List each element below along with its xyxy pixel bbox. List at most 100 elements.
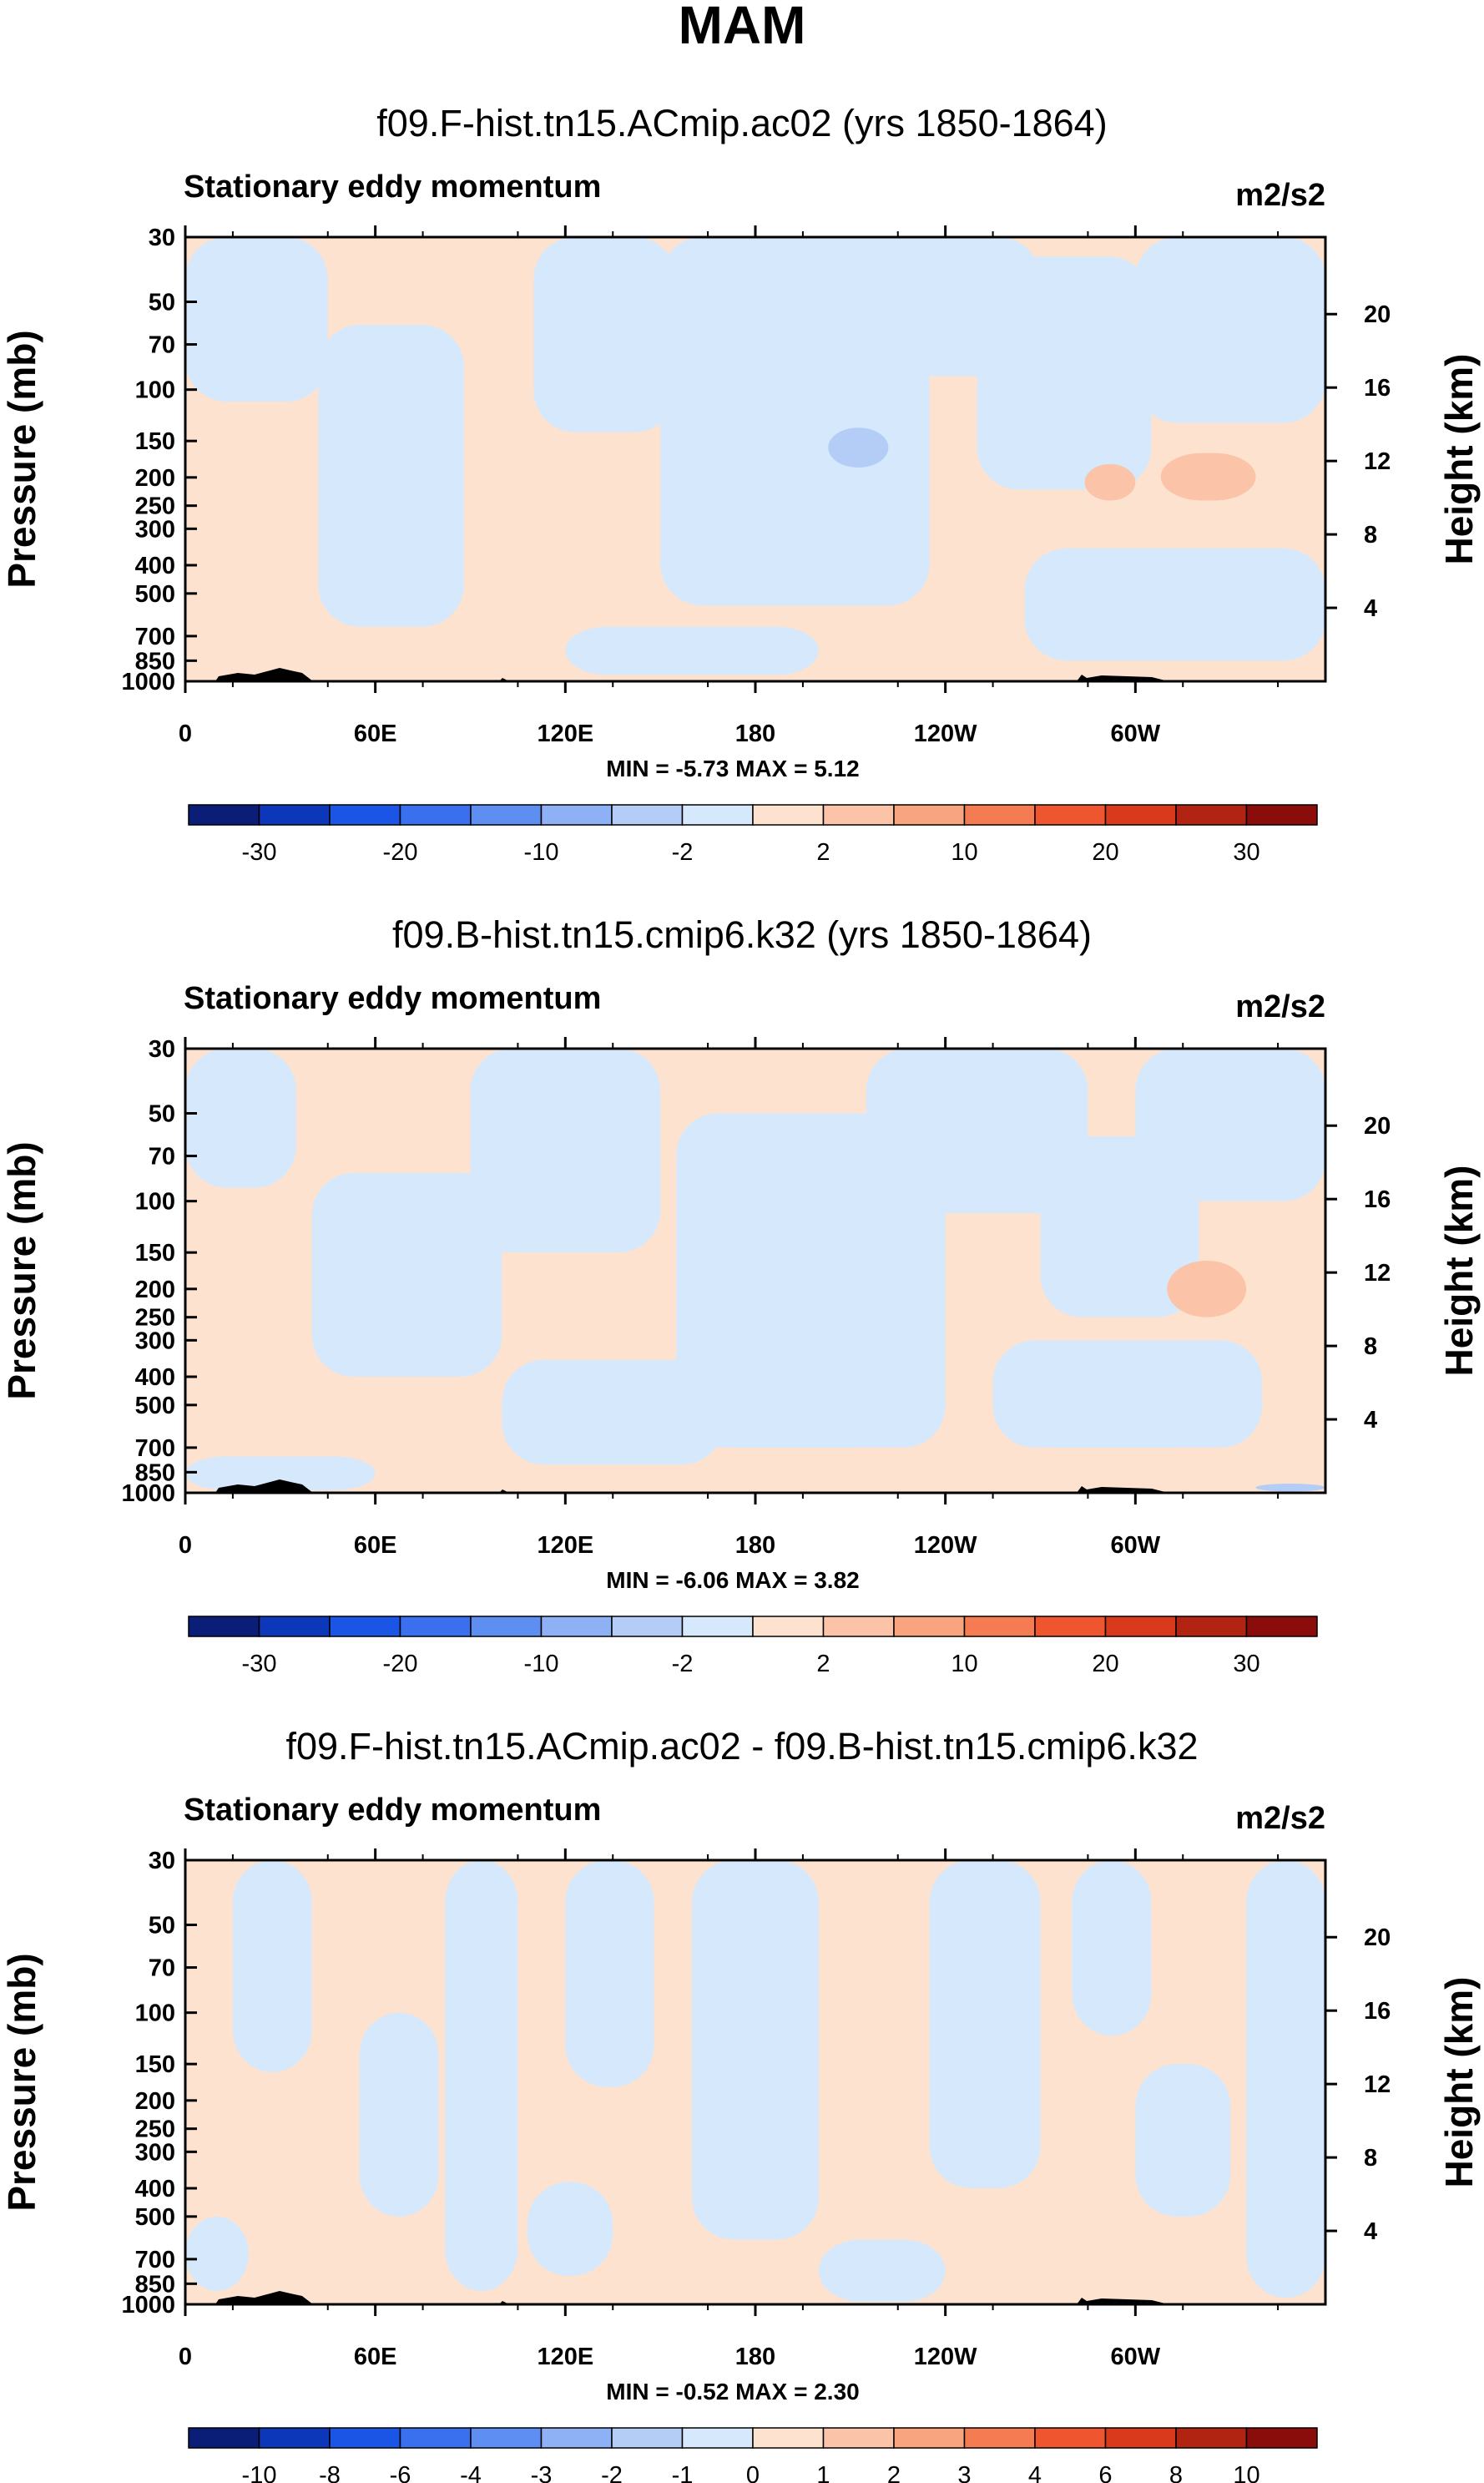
y-tick-label: 70 <box>149 332 175 359</box>
colorbar-swatch <box>752 1616 825 1637</box>
x-tick-label: 60E <box>354 721 397 747</box>
colorbar-label: 1 <box>816 2462 830 2483</box>
y2-tick-label: 12 <box>1364 1260 1391 1287</box>
contour-regions <box>185 1860 1325 2302</box>
colorbar-label: 10 <box>951 839 977 866</box>
colorbar-swatch <box>1034 804 1107 826</box>
colorbar-swatch <box>329 804 401 826</box>
contour-region <box>1255 1483 1325 1492</box>
y-tick-label: 150 <box>135 428 175 455</box>
colorbar-swatch <box>1245 804 1318 826</box>
contour-region <box>929 1860 1041 2188</box>
colorbar-swatch <box>188 804 260 826</box>
y2-tick-label: 20 <box>1364 1113 1391 1140</box>
x-tick-label: 60W <box>1111 721 1161 747</box>
colorbar-label: 6 <box>1098 2462 1112 2483</box>
contour-region <box>1084 463 1136 501</box>
terrain <box>215 668 1169 681</box>
colorbar-label: -10 <box>524 1651 559 1677</box>
colorbar-label: 8 <box>1169 2462 1183 2483</box>
x-tick-label: 120E <box>537 721 593 747</box>
y-tick-label: 300 <box>135 1327 175 1354</box>
panel-title: f09.F-hist.tn15.ACmip.ac02 (yrs 1850-186… <box>376 102 1107 144</box>
x-tick-label: 0 <box>179 721 192 747</box>
colorbar-swatch <box>1104 2427 1177 2449</box>
colorbar-swatch <box>681 804 754 826</box>
stats-label: MIN = -6.06 MAX = 3.82 <box>606 1567 859 1593</box>
y-tick-label: 700 <box>135 624 175 650</box>
colorbar-swatch <box>258 1616 331 1637</box>
colorbar-label: 0 <box>746 2462 760 2483</box>
contour-regions <box>185 237 1325 675</box>
y-tick-label: 1000 <box>121 1480 175 1507</box>
colorbar-label: -20 <box>383 1651 418 1677</box>
y-tick-label: 500 <box>135 2204 175 2231</box>
y-tick-label: 850 <box>135 1459 175 1486</box>
colorbar-swatch <box>470 804 543 826</box>
panel-subtitle: Stationary eddy momentum <box>184 981 601 1016</box>
colorbar-swatch <box>1034 1616 1107 1637</box>
contour-region <box>185 1456 376 1490</box>
y-tick-label: 250 <box>135 493 175 520</box>
colorbar-label: -8 <box>319 2462 341 2483</box>
colorbar-swatch <box>540 1616 613 1637</box>
x-tick-label: 0 <box>179 2344 192 2370</box>
contour-region <box>1024 548 1325 661</box>
y-tick-label: 250 <box>135 1305 175 1332</box>
contour-region <box>818 2239 946 2302</box>
units-label: m2/s2 <box>1235 1801 1325 1836</box>
colorbar-swatch <box>1175 1616 1248 1637</box>
colorbar-label: 10 <box>951 1651 977 1677</box>
y-tick-label: 150 <box>135 2051 175 2078</box>
contour-region <box>1160 453 1256 501</box>
y-axis-label: Pressure (mb) <box>0 1141 43 1399</box>
colorbar-label: -30 <box>242 839 277 866</box>
panel-subtitle: Stationary eddy momentum <box>184 1793 601 1828</box>
x-tick-label: 180 <box>735 721 775 747</box>
colorbar-swatch <box>822 1616 895 1637</box>
y2-tick-label: 4 <box>1364 595 1377 622</box>
x-tick-label: 0 <box>179 1532 192 1559</box>
y-tick-label: 70 <box>149 1955 175 1982</box>
colorbar-label: -2 <box>672 1651 694 1677</box>
colorbar-label: 20 <box>1092 1651 1118 1677</box>
colorbar-label: -1 <box>672 2462 694 2483</box>
x-tick-label: 60W <box>1111 1532 1161 1559</box>
colorbar-swatch <box>681 2427 754 2449</box>
colorbar-swatch <box>893 1616 966 1637</box>
colorbar-swatch <box>752 2427 825 2449</box>
contour-region <box>232 1860 312 2072</box>
y-tick-label: 1000 <box>121 669 175 695</box>
x-tick-label: 120E <box>537 2344 593 2370</box>
contour-region <box>502 1359 724 1465</box>
colorbar-label: -2 <box>672 839 694 866</box>
y-tick-label: 50 <box>149 290 175 316</box>
contour-region <box>1135 2064 1231 2217</box>
contour-regions <box>185 1049 1325 1492</box>
colorbar-swatch <box>681 1616 754 1637</box>
colorbar-swatch <box>963 1616 1036 1637</box>
x-tick-label: 120W <box>914 721 977 747</box>
colorbar-label: -6 <box>390 2462 411 2483</box>
colorbar-label: 10 <box>1233 2462 1259 2483</box>
x-tick-label: 120E <box>537 1532 593 1559</box>
y2-tick-label: 4 <box>1364 1407 1377 1434</box>
colorbar-swatch <box>963 804 1036 826</box>
y2-tick-label: 8 <box>1364 522 1377 549</box>
colorbar-swatch <box>611 804 684 826</box>
contour-region <box>185 2216 249 2292</box>
colorbar-swatch <box>258 2427 331 2449</box>
x-tick-label: 60W <box>1111 2344 1161 2370</box>
stats-label: MIN = -0.52 MAX = 2.30 <box>606 2379 859 2405</box>
panel-title: f09.B-hist.tn15.cmip6.k32 (yrs 1850-1864… <box>392 913 1092 956</box>
y-tick-label: 400 <box>135 1364 175 1391</box>
colorbar-swatch <box>258 804 331 826</box>
y-tick-label: 30 <box>149 1036 175 1063</box>
y2-axis-label: Height (km) <box>1437 354 1481 565</box>
y2-tick-label: 16 <box>1364 1186 1391 1213</box>
colorbar-label: -10 <box>524 839 559 866</box>
y-tick-label: 700 <box>135 2247 175 2273</box>
y2-tick-label: 16 <box>1364 375 1391 402</box>
panel-title: f09.F-hist.tn15.ACmip.ac02 - f09.B-hist.… <box>285 1725 1198 1767</box>
